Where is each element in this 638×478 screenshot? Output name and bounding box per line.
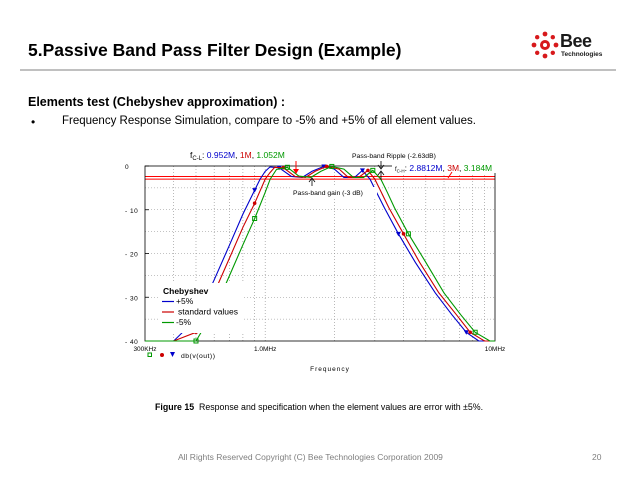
legend-entry: standard values — [178, 307, 238, 317]
ripple-arrows — [377, 161, 385, 180]
bullet-text: Frequency Response Simulation, compare t… — [62, 115, 476, 127]
fcl-annotation: fC-L: 0.952M, 1M, 1.052M — [190, 150, 285, 162]
title-divider — [20, 69, 616, 71]
gain-label-bg — [291, 187, 377, 197]
ripple-label-text: Pass-band Ripple (-2.63dB) — [352, 153, 436, 160]
fcl-arrowhead — [293, 169, 299, 174]
legend-entry: +5% — [176, 296, 194, 306]
marker-standard — [160, 353, 164, 357]
y-tick-label: 0 — [125, 164, 129, 171]
data-point-minus5 — [284, 164, 290, 170]
legend-entry: -5% — [176, 317, 192, 327]
fch-text: fC-H: 2.8812M, 3M, 3.184M — [395, 163, 492, 174]
data-point-plus5 — [395, 231, 401, 237]
logo-subtext: Technologies — [561, 51, 603, 58]
y-tick-label: - 20 — [125, 252, 138, 259]
x-tick-label: 300KHz — [133, 346, 156, 353]
data-point-standard — [468, 330, 473, 335]
caption-text: Response and specification when the elem… — [199, 402, 484, 412]
trace-legend: db(v(out)) — [147, 352, 215, 360]
data-point-standard — [252, 201, 257, 205]
ripple-label-bg — [350, 150, 442, 160]
data-point-standard — [324, 164, 329, 169]
data-point-minus5 — [193, 338, 199, 344]
data-point-standard — [366, 168, 370, 173]
gain-label: Pass-band gain (-3 dB) — [291, 187, 377, 197]
legend-bg — [158, 283, 244, 333]
x-tick-label: 1.0MHz — [254, 346, 276, 353]
logo-word: Bee — [560, 31, 592, 51]
data-point-minus5 — [405, 231, 411, 237]
marker-minus5 — [147, 352, 152, 357]
x-tick-label: 10MHz — [485, 346, 506, 353]
company-logo: Bee Technologies — [530, 30, 620, 62]
data-point-standard — [401, 232, 406, 236]
y-tick-label: - 30 — [125, 295, 138, 302]
data-point-plus5 — [463, 330, 469, 335]
x-axis-label: Frequency — [310, 366, 350, 373]
y-tick-label: - 40 — [125, 339, 138, 346]
section-heading: Elements test (Chebyshev approximation) … — [28, 95, 286, 109]
copyright-footer: All Rights Reserved Copyright (C) Bee Te… — [178, 452, 443, 462]
slide-title: 5.Passive Band Pass Filter Design (Examp… — [28, 40, 402, 60]
data-point-minus5 — [252, 216, 258, 221]
bullet-marker: • — [31, 115, 36, 129]
data-point-minus5 — [329, 163, 335, 169]
fch-arrow — [447, 171, 453, 179]
y-tick-label: - 10 — [125, 208, 138, 215]
bee-logo-icon — [531, 31, 559, 59]
gain-arrow — [308, 177, 316, 186]
fch-annotation: fC-H: 2.8812M, 3M, 3.184M — [392, 161, 502, 174]
data-point-plus5 — [359, 168, 365, 173]
data-point-plus5 — [252, 188, 258, 193]
trace-label: db(v(out)) — [181, 353, 215, 360]
marker-plus5 — [170, 352, 175, 357]
page-number: 20 — [592, 452, 602, 462]
caption-label: Figure 15 — [155, 402, 195, 412]
series-line-minus5 — [145, 165, 495, 342]
figure-caption: Figure 15 Response and specification whe… — [155, 402, 483, 412]
data-point-minus5 — [472, 329, 478, 335]
gain-label-text: Pass-band gain (-3 dB) — [293, 190, 363, 197]
chart-legend: Chebyshev+5%standard values-5% — [158, 283, 244, 333]
data-point-minus5 — [370, 167, 376, 173]
fch-bg — [392, 161, 502, 173]
legend-title: Chebyshev — [163, 286, 209, 296]
ripple-label: Pass-band Ripple (-2.63dB) — [350, 150, 442, 160]
